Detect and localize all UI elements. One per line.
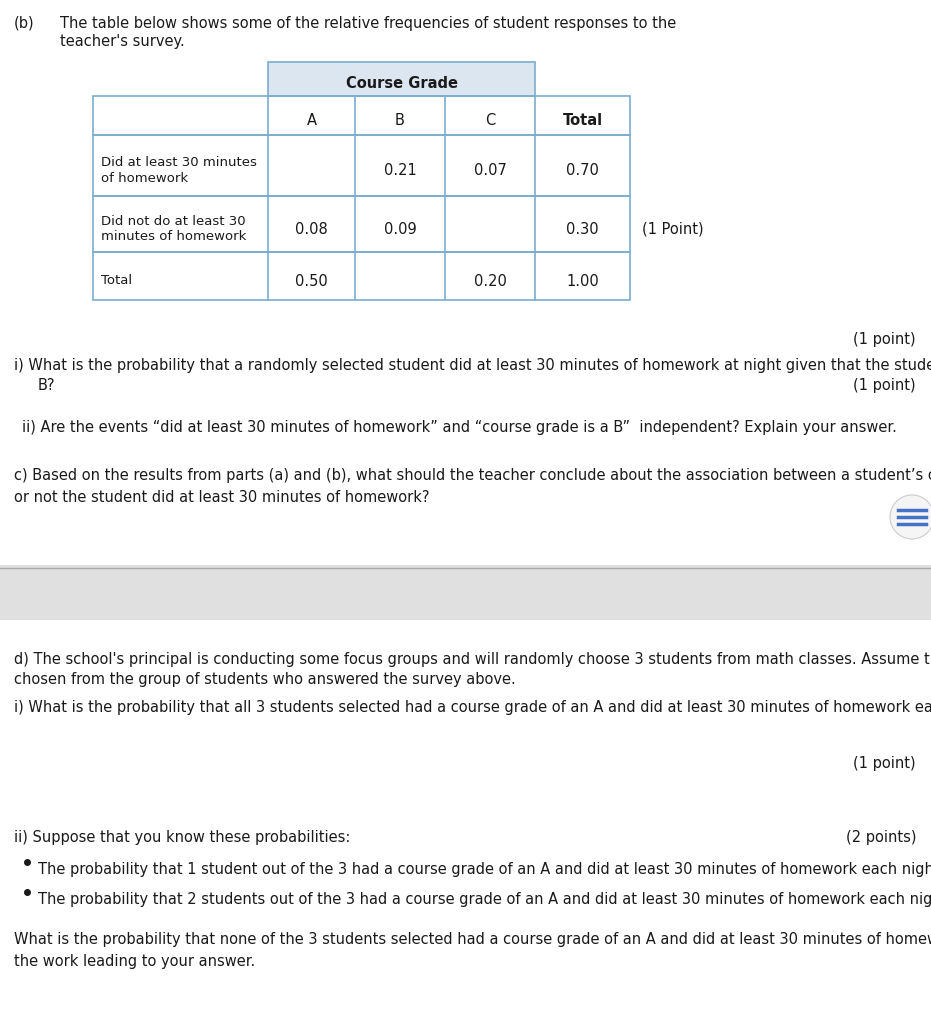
Text: B?: B?	[38, 378, 56, 393]
Text: The probability that 2 students out of the 3 had a course grade of an A and did : The probability that 2 students out of t…	[38, 892, 931, 907]
Text: 0.09: 0.09	[384, 221, 416, 237]
Text: What is the probability that none of the 3 students selected had a course grade : What is the probability that none of the…	[14, 932, 931, 947]
Text: 1.00: 1.00	[566, 273, 599, 289]
Bar	[93, 252, 630, 300]
Text: The probability that 1 student out of the 3 had a course grade of an A and did a: The probability that 1 student out of th…	[38, 862, 931, 877]
Text: (1 point): (1 point)	[854, 332, 916, 347]
Text: 0.70: 0.70	[566, 163, 599, 178]
Text: The table below shows some of the relative frequencies of student responses to t: The table below shows some of the relati…	[60, 16, 676, 31]
Circle shape	[890, 495, 931, 539]
Text: B: B	[395, 113, 405, 128]
Text: (1 point): (1 point)	[854, 756, 916, 771]
Text: 0.50: 0.50	[295, 273, 328, 289]
Text: Total: Total	[101, 274, 132, 288]
Text: ii) Are the events “did at least 30 minutes of homework” and “course grade is a : ii) Are the events “did at least 30 minu…	[22, 420, 897, 435]
Text: c) Based on the results from parts (a) and (b), what should the teacher conclude: c) Based on the results from parts (a) a…	[14, 468, 931, 483]
Text: teacher's survey.: teacher's survey.	[60, 34, 184, 49]
Text: i) What is the probability that a randomly selected student did at least 30 minu: i) What is the probability that a random…	[14, 358, 931, 373]
Text: (1 point): (1 point)	[854, 378, 916, 393]
Text: 0.30: 0.30	[566, 221, 599, 237]
Text: 0.21: 0.21	[384, 163, 416, 178]
Bar	[0, 565, 931, 620]
Text: C: C	[485, 113, 495, 128]
Bar	[93, 96, 630, 135]
Text: 0.08: 0.08	[295, 221, 328, 237]
Text: ii) Suppose that you know these probabilities:: ii) Suppose that you know these probabil…	[14, 830, 350, 845]
Text: 0.07: 0.07	[474, 163, 506, 178]
Text: the work leading to your answer.: the work leading to your answer.	[14, 954, 255, 969]
Text: (2 points): (2 points)	[845, 830, 916, 845]
Text: d) The school's principal is conducting some focus groups and will randomly choo: d) The school's principal is conducting …	[14, 652, 931, 667]
Text: (1 Point): (1 Point)	[642, 221, 704, 237]
Text: 0.20: 0.20	[474, 273, 506, 289]
Text: Did at least 30 minutes
of homework: Did at least 30 minutes of homework	[101, 157, 257, 184]
Text: Did not do at least 30
minutes of homework: Did not do at least 30 minutes of homewo…	[101, 215, 247, 243]
Text: Total: Total	[562, 113, 602, 128]
Text: (b): (b)	[14, 16, 34, 31]
Text: A: A	[306, 113, 317, 128]
Text: i) What is the probability that all 3 students selected had a course grade of an: i) What is the probability that all 3 st…	[14, 700, 931, 715]
Text: or not the student did at least 30 minutes of homework?: or not the student did at least 30 minut…	[14, 490, 429, 505]
Bar	[93, 135, 630, 196]
Text: Course Grade: Course Grade	[345, 77, 457, 91]
Text: chosen from the group of students who answered the survey above.: chosen from the group of students who an…	[14, 672, 516, 687]
Bar	[268, 62, 535, 96]
Bar	[93, 196, 630, 252]
